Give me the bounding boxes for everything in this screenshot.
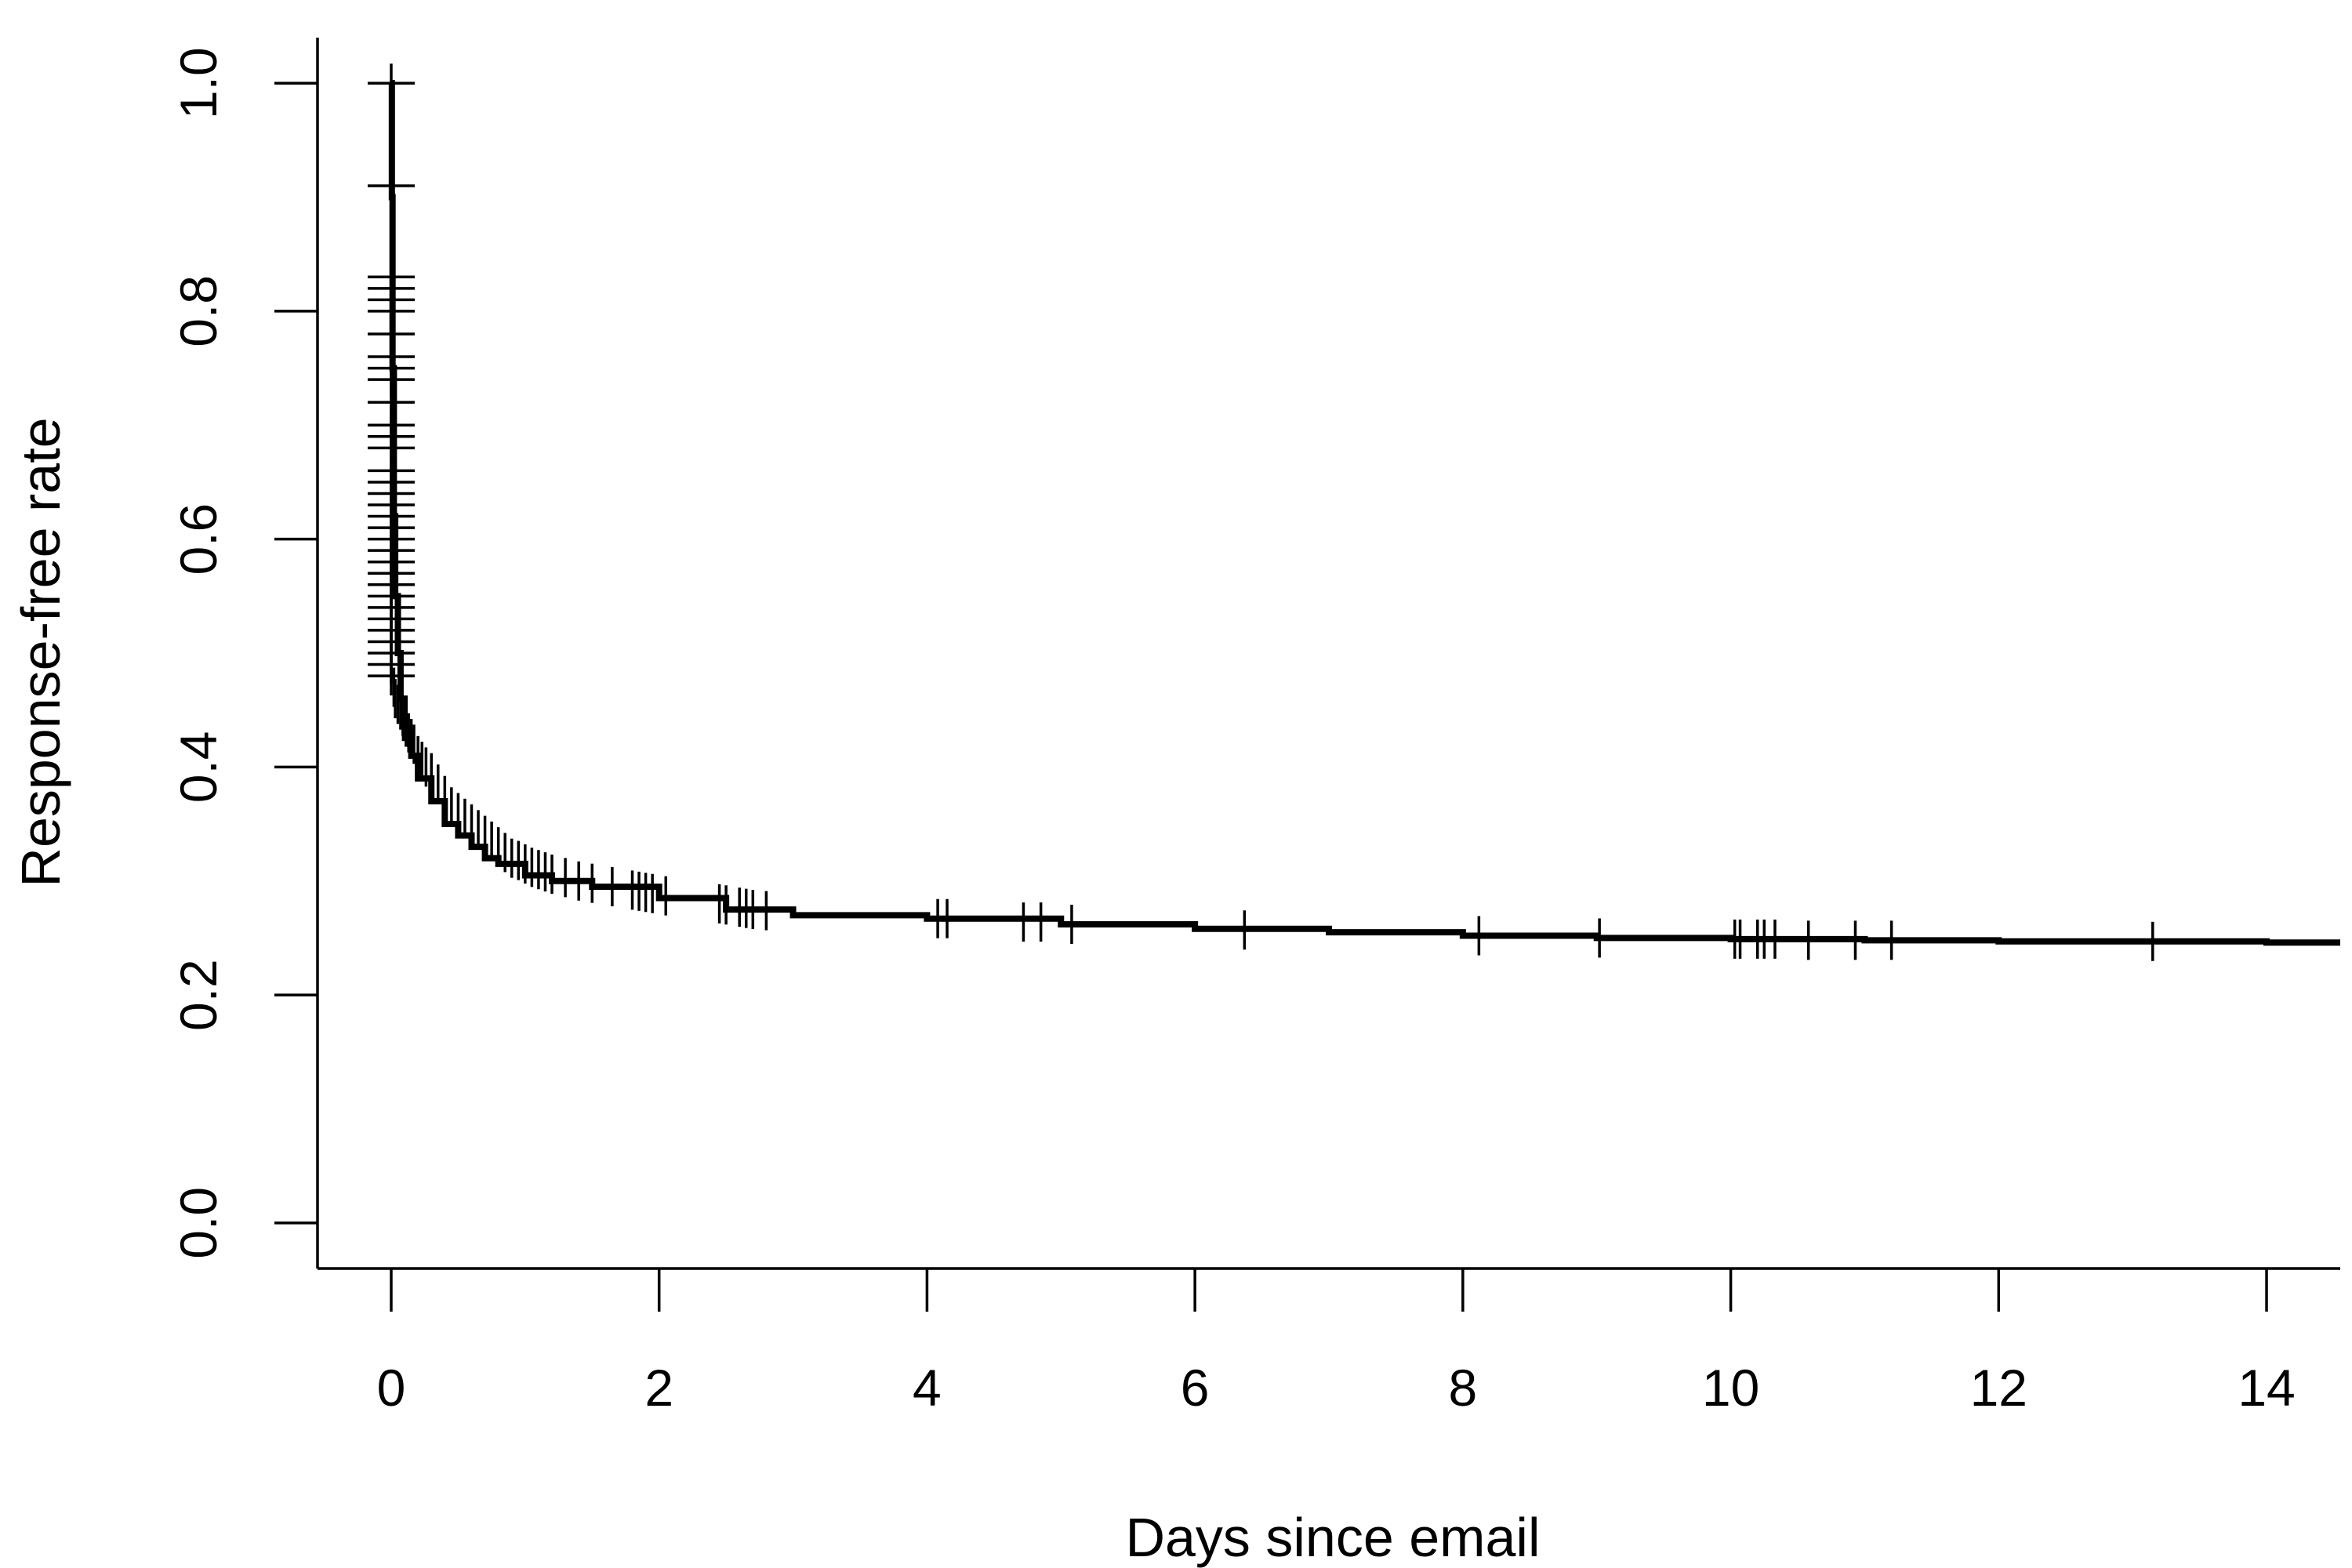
y-tick-label: 0.2 [169, 959, 227, 1031]
x-tick-label: 10 [1702, 1359, 1759, 1417]
response-free-curve [388, 80, 2340, 946]
axes: 0.0 0.2 0.4 0.6 0.8 1.0 0 2 4 6 8 10 12 14 [169, 38, 2340, 1417]
y-tick-label: 1.0 [169, 47, 227, 119]
chart-marks [367, 64, 2340, 961]
x-tick-label: 2 [644, 1359, 673, 1417]
x-tick-label: 6 [1181, 1359, 1210, 1417]
y-tick-label: 0.8 [169, 275, 227, 347]
x-tick-label: 4 [913, 1359, 942, 1417]
y-tick-label: 0.0 [169, 1187, 227, 1259]
y-tick-label: 0.6 [169, 503, 227, 575]
x-axis-title: Days since email [1125, 1507, 1540, 1568]
x-tick-label: 0 [377, 1359, 406, 1417]
y-axis-title: Response-free rate [10, 417, 71, 887]
x-tick-label: 8 [1449, 1359, 1478, 1417]
x-tick-label: 12 [1970, 1359, 2027, 1417]
y-tick-label: 0.4 [169, 731, 227, 803]
x-tick-label: 14 [2238, 1359, 2295, 1417]
